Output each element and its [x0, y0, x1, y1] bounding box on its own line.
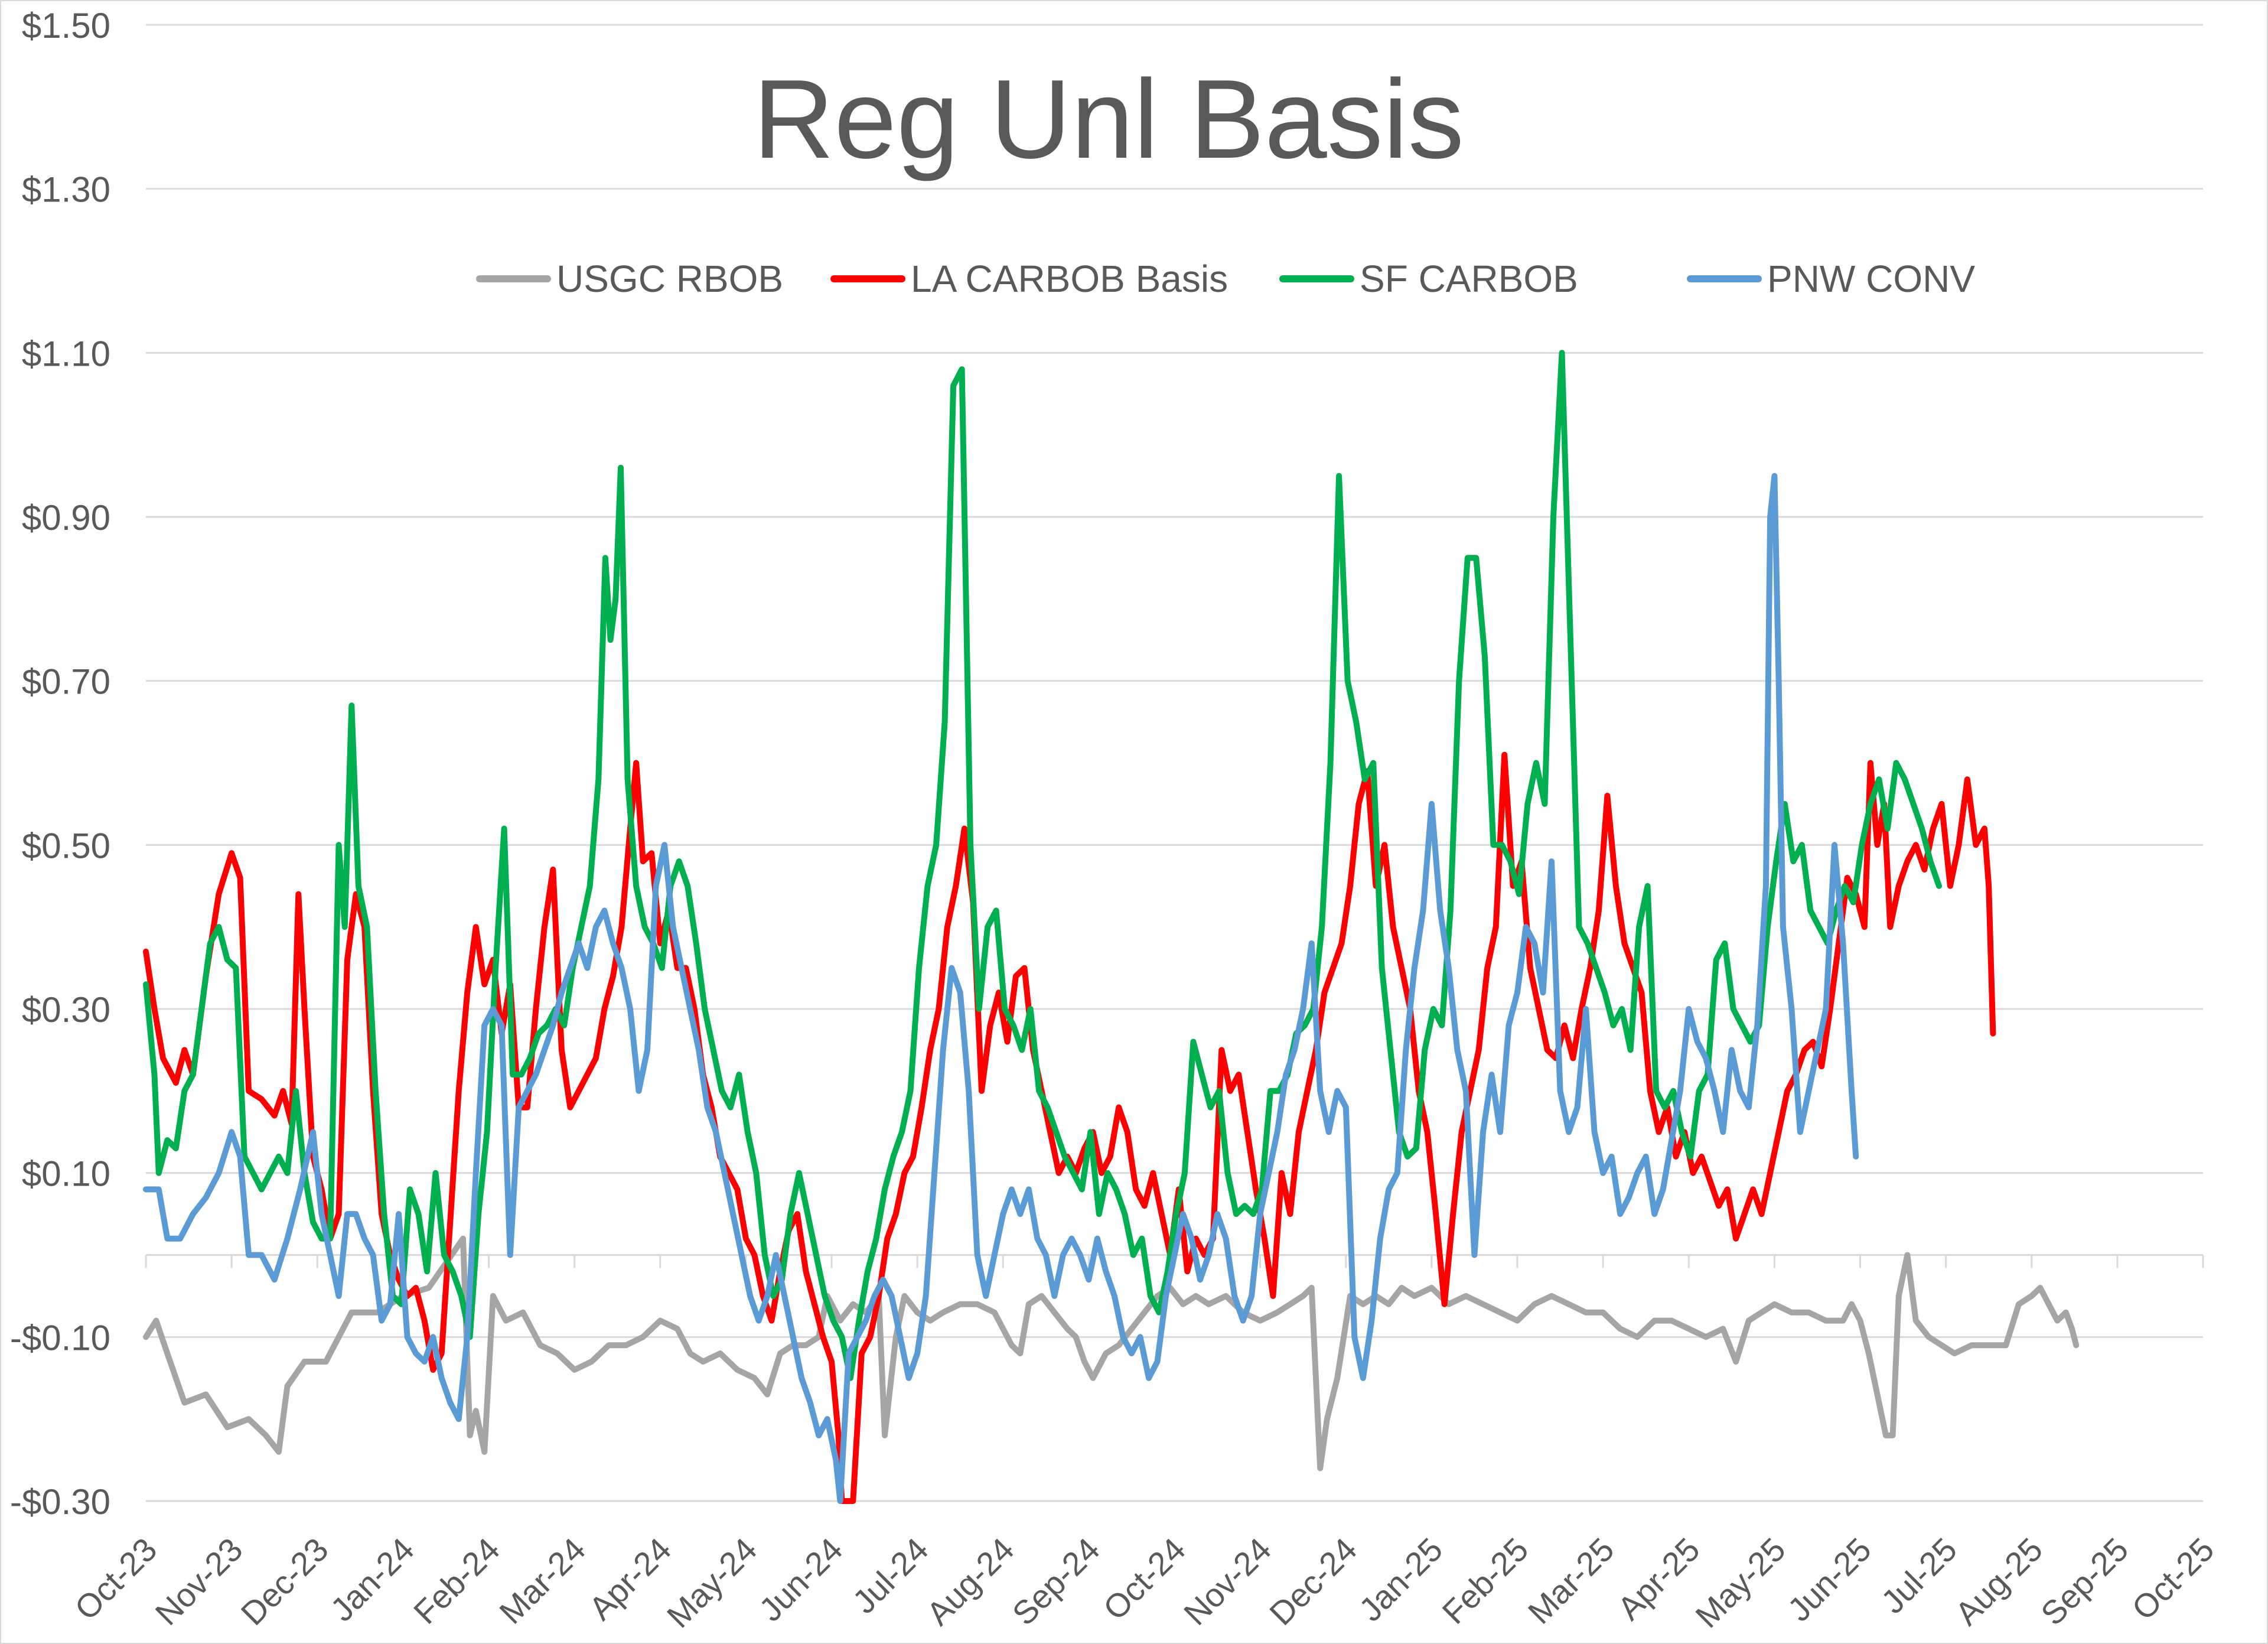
x-tick-label: Mar-24 [492, 1531, 592, 1631]
y-tick-label: $0.50 [22, 826, 110, 865]
y-tick-label: -$0.10 [10, 1318, 110, 1357]
y-tick-label: $0.90 [22, 498, 110, 538]
x-tick-label: Oct-24 [1096, 1531, 1192, 1627]
legend-label-la-carbob-basis: LA CARBOB Basis [911, 258, 1228, 300]
x-tick-label: Jun-24 [752, 1531, 850, 1629]
x-tick-label: Aug-24 [919, 1531, 1021, 1632]
x-tick-label: Jun-25 [1780, 1531, 1878, 1629]
x-tick-label: Mar-25 [1521, 1531, 1621, 1631]
x-tick-label: May-24 [660, 1531, 764, 1635]
series-line-pnw-conv [143, 473, 1859, 1504]
chart-title: Reg Unl Basis [753, 57, 1464, 182]
y-tick-label: $1.10 [22, 334, 110, 373]
x-tick-label: Feb-25 [1435, 1531, 1535, 1631]
y-tick-label: $0.70 [22, 662, 110, 702]
gridlines [146, 24, 2203, 1502]
y-tick-label: -$0.30 [10, 1482, 110, 1522]
x-tick-label: Sep-25 [2034, 1531, 2135, 1632]
legend: USGC RBOB LA CARBOB Basis SF CARBOB PNW CON… [476, 258, 1975, 300]
legend-label-sf-carbob: SF CARBOB [1360, 258, 1578, 300]
y-tick-label: $0.30 [22, 990, 110, 1030]
x-tick-label: Jan-25 [1352, 1531, 1450, 1629]
series-line-sf-carbob [143, 350, 1942, 1381]
series-line-la-carbob-basis [143, 751, 1996, 1504]
x-tick-label: Nov-24 [1177, 1531, 1278, 1632]
x-tick-label: Dec-24 [1262, 1531, 1364, 1632]
x-tick-label: Feb-24 [406, 1531, 507, 1631]
series-lines [143, 350, 2080, 1504]
x-tick-label: Dec-23 [234, 1531, 335, 1632]
series-line-usgc-rbob [143, 1235, 2080, 1472]
x-tick-label: May-25 [1688, 1531, 1793, 1635]
y-tick-label: $1.30 [22, 170, 110, 210]
y-tick-label: $0.10 [22, 1154, 110, 1194]
y-tick-label: $1.50 [22, 6, 110, 45]
x-tick-label: Jan-24 [323, 1531, 421, 1629]
legend-label-usgc-rbob: USGC RBOB [556, 258, 783, 300]
x-tick-label: Oct-23 [67, 1531, 164, 1627]
x-tick-label: Aug-25 [1948, 1531, 2049, 1632]
x-tick-label: Sep-24 [1005, 1531, 1107, 1632]
x-tick-label: Oct-25 [2124, 1531, 2221, 1627]
x-tick-label: Nov-23 [148, 1531, 249, 1632]
legend-label-pnw-conv: PNW CONV [1767, 258, 1975, 300]
